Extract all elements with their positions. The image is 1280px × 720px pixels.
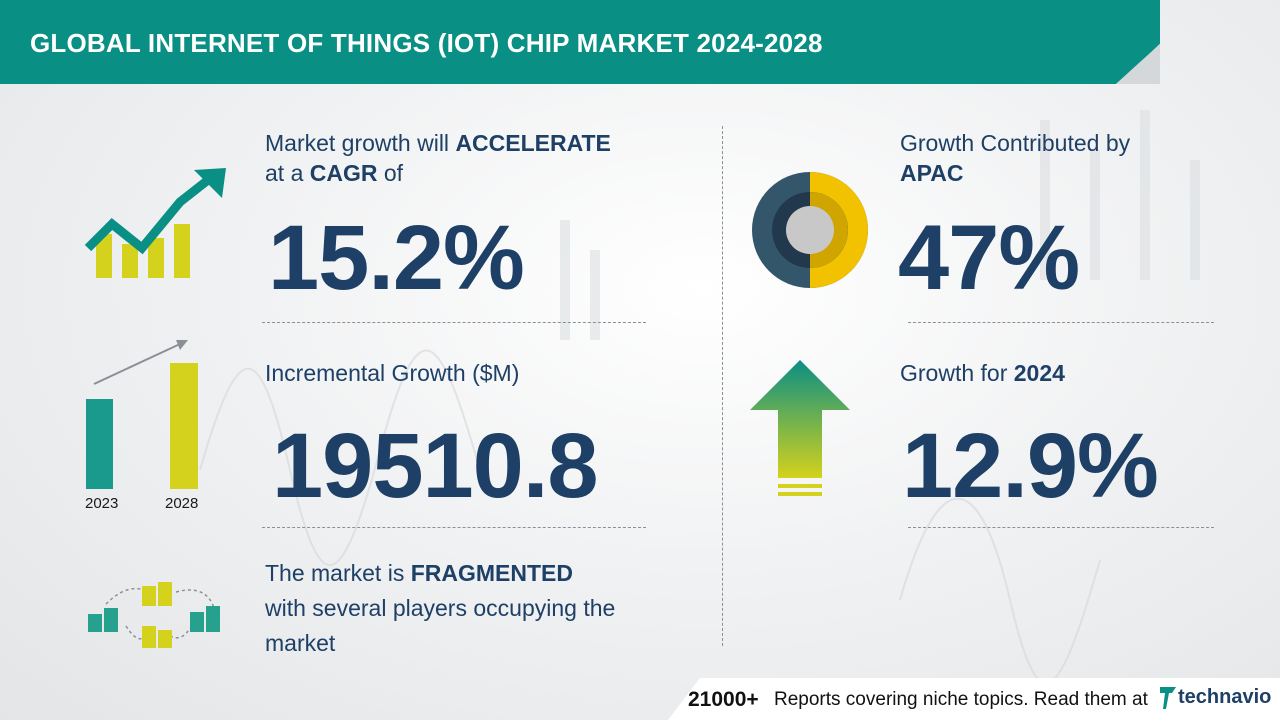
footer-bar xyxy=(668,678,1280,720)
header-fold xyxy=(1116,44,1160,84)
region-name: APAC xyxy=(900,160,964,186)
region-donut-icon xyxy=(752,172,868,288)
bar-label-start-year: 2023 xyxy=(85,495,119,512)
divider-line xyxy=(262,527,646,528)
bar-comparison-icon xyxy=(86,340,198,489)
fragmented-emphasis: FRAGMENTED xyxy=(410,560,573,586)
up-arrow-icon xyxy=(750,360,850,496)
market-structure-line3: market xyxy=(265,630,336,656)
incremental-growth-label: Incremental Growth ($M) xyxy=(265,360,520,386)
bar-label-end-year: 2028 xyxy=(165,495,199,512)
footer-report-count: 21000+ xyxy=(688,688,759,711)
cagr-accelerate-emphasis: ACCELERATE xyxy=(455,130,611,156)
yoy-year: 2024 xyxy=(1013,360,1065,386)
cagr-value: 15.2% xyxy=(268,207,525,309)
divider-line xyxy=(262,322,646,323)
cagr-caption-line1: Market growth will ACCELERATE xyxy=(265,130,611,156)
market-structure-line2: with several players occupying the xyxy=(265,595,616,621)
growth-chart-icon xyxy=(84,168,226,278)
divider-line xyxy=(908,527,1214,528)
cagr-emphasis: CAGR xyxy=(309,160,378,186)
region-share-value: 47% xyxy=(898,207,1080,309)
yoy-growth-value: 12.9% xyxy=(902,415,1159,517)
page-title: GLOBAL INTERNET OF THINGS (IOT) CHIP MAR… xyxy=(30,28,823,58)
market-structure-line1: The market is FRAGMENTED xyxy=(265,560,573,586)
cagr-caption-line2: at a CAGR of xyxy=(265,160,404,186)
header-banner xyxy=(0,0,1160,84)
incremental-growth-value: 19510.8 xyxy=(272,415,599,517)
footer-text: Reports covering niche topics. Read them… xyxy=(774,689,1148,710)
column-divider xyxy=(722,126,723,646)
technavio-link[interactable]: technavio xyxy=(1178,686,1272,708)
divider-line xyxy=(908,322,1214,323)
region-label: Growth Contributed by xyxy=(900,130,1131,156)
yoy-label: Growth for 2024 xyxy=(900,360,1065,386)
buildings-network-icon xyxy=(88,582,220,648)
technavio-logo-icon xyxy=(1160,687,1176,709)
